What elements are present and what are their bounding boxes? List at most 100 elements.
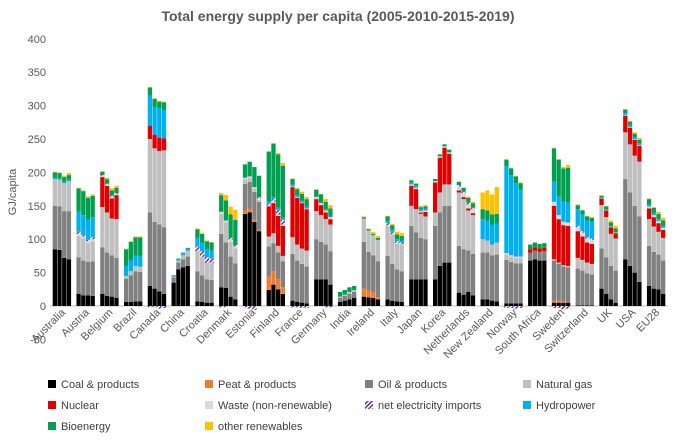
- bar-segment: [280, 255, 286, 262]
- bar-segment: [608, 226, 614, 228]
- bar-segment: [347, 291, 352, 294]
- bar-segment: [90, 239, 95, 242]
- bar-segment: [651, 213, 656, 216]
- bar-segment: [646, 285, 652, 306]
- bar-segment: [114, 195, 119, 220]
- bar-segment: [447, 152, 452, 154]
- bar-segment: [252, 191, 257, 220]
- bar-segment: [266, 151, 271, 152]
- bar-segment: [394, 269, 400, 302]
- bar-segment: [580, 231, 585, 233]
- bar-segment: [565, 165, 571, 168]
- bar-segment: [418, 205, 423, 208]
- bar-segment: [242, 183, 248, 211]
- bar-segment: [485, 299, 490, 306]
- bar-segment: [280, 224, 286, 226]
- bar-segment: [385, 223, 390, 226]
- bar-segment: [161, 306, 167, 308]
- bar-segment: [276, 252, 281, 280]
- bar-segment: [195, 229, 200, 238]
- bar-segment: [461, 249, 466, 295]
- bar-segment: [575, 305, 580, 306]
- bar-segment: [85, 239, 91, 242]
- bar-segment: [128, 241, 133, 242]
- bar-segment: [551, 181, 557, 202]
- bar-segment: [104, 183, 110, 185]
- bar-segment: [185, 250, 190, 257]
- bar-segment: [347, 293, 352, 300]
- bar-segment: [128, 271, 133, 276]
- bar-segment: [661, 217, 666, 221]
- bar-segment: [489, 194, 495, 215]
- bar-segment: [409, 184, 414, 186]
- bar-segment: [561, 302, 566, 306]
- bar-segment: [318, 203, 324, 206]
- bar-segment: [133, 236, 138, 238]
- bar-segment: [233, 299, 238, 306]
- bar-segment: [323, 212, 328, 220]
- bar-segment: [323, 209, 328, 211]
- bar-segment: [204, 257, 209, 263]
- bar-segment: [314, 189, 319, 190]
- bar-segment: [242, 179, 248, 184]
- bar-segment: [551, 306, 557, 308]
- bar-segment: [489, 300, 495, 306]
- bar-segment: [361, 216, 366, 218]
- bar-segment: [347, 287, 352, 292]
- legend-swatch: [523, 380, 531, 388]
- bar-segment: [314, 196, 319, 198]
- bar-segment: [651, 215, 656, 218]
- bar-segment: [180, 255, 186, 260]
- bar-segment: [256, 197, 262, 199]
- bar-segment: [575, 225, 580, 228]
- bar-segment: [276, 207, 281, 210]
- bar-segment: [394, 243, 400, 244]
- bar-segment: [461, 197, 466, 200]
- bar-segment: [589, 238, 595, 240]
- bar-segment: [318, 215, 324, 242]
- bar-segment: [589, 239, 595, 244]
- bar-segment: [100, 293, 105, 306]
- y-tick-label: 300: [28, 101, 46, 113]
- bar-segment: [513, 263, 518, 304]
- bar-segment: [104, 212, 110, 253]
- bar-segment: [247, 306, 252, 309]
- bar-segment: [580, 270, 585, 306]
- bar-segment: [81, 235, 86, 237]
- bar-segment: [66, 179, 72, 182]
- bar-segment: [147, 306, 153, 308]
- bar-segment: [138, 266, 143, 272]
- bar-segment: [133, 271, 138, 302]
- bar-segment: [171, 275, 176, 276]
- bar-segment: [195, 301, 200, 306]
- bar-segment: [589, 217, 595, 218]
- legend-swatch: [48, 380, 56, 388]
- bar-segment: [219, 233, 224, 288]
- bar-segment: [209, 263, 214, 280]
- legend-label: Coal & products: [61, 379, 140, 391]
- bar-segment: [623, 112, 628, 115]
- bar-segment: [580, 305, 585, 306]
- bar-segment: [161, 110, 167, 139]
- bar-segment: [599, 205, 604, 249]
- bar-segment: [509, 175, 514, 256]
- bar-segment: [66, 259, 72, 306]
- bar-segment: [152, 106, 157, 135]
- bar-segment: [485, 240, 490, 253]
- bar-segment: [200, 233, 205, 243]
- bar-segment: [161, 102, 167, 111]
- bar-segment: [138, 237, 143, 256]
- bar-segment: [447, 149, 452, 153]
- bar-segment: [423, 211, 428, 217]
- bar-segment: [176, 262, 181, 270]
- bar-segment: [561, 306, 566, 310]
- bar-segment: [390, 263, 395, 301]
- bar-segment: [585, 216, 590, 221]
- bar-segment: [328, 217, 333, 220]
- bar-segment: [276, 209, 281, 215]
- bar-segment: [290, 178, 295, 180]
- bar-segment: [589, 217, 595, 222]
- bar-segment: [551, 259, 557, 261]
- y-tick-label: 250: [28, 134, 46, 146]
- bar-segment: [152, 148, 157, 222]
